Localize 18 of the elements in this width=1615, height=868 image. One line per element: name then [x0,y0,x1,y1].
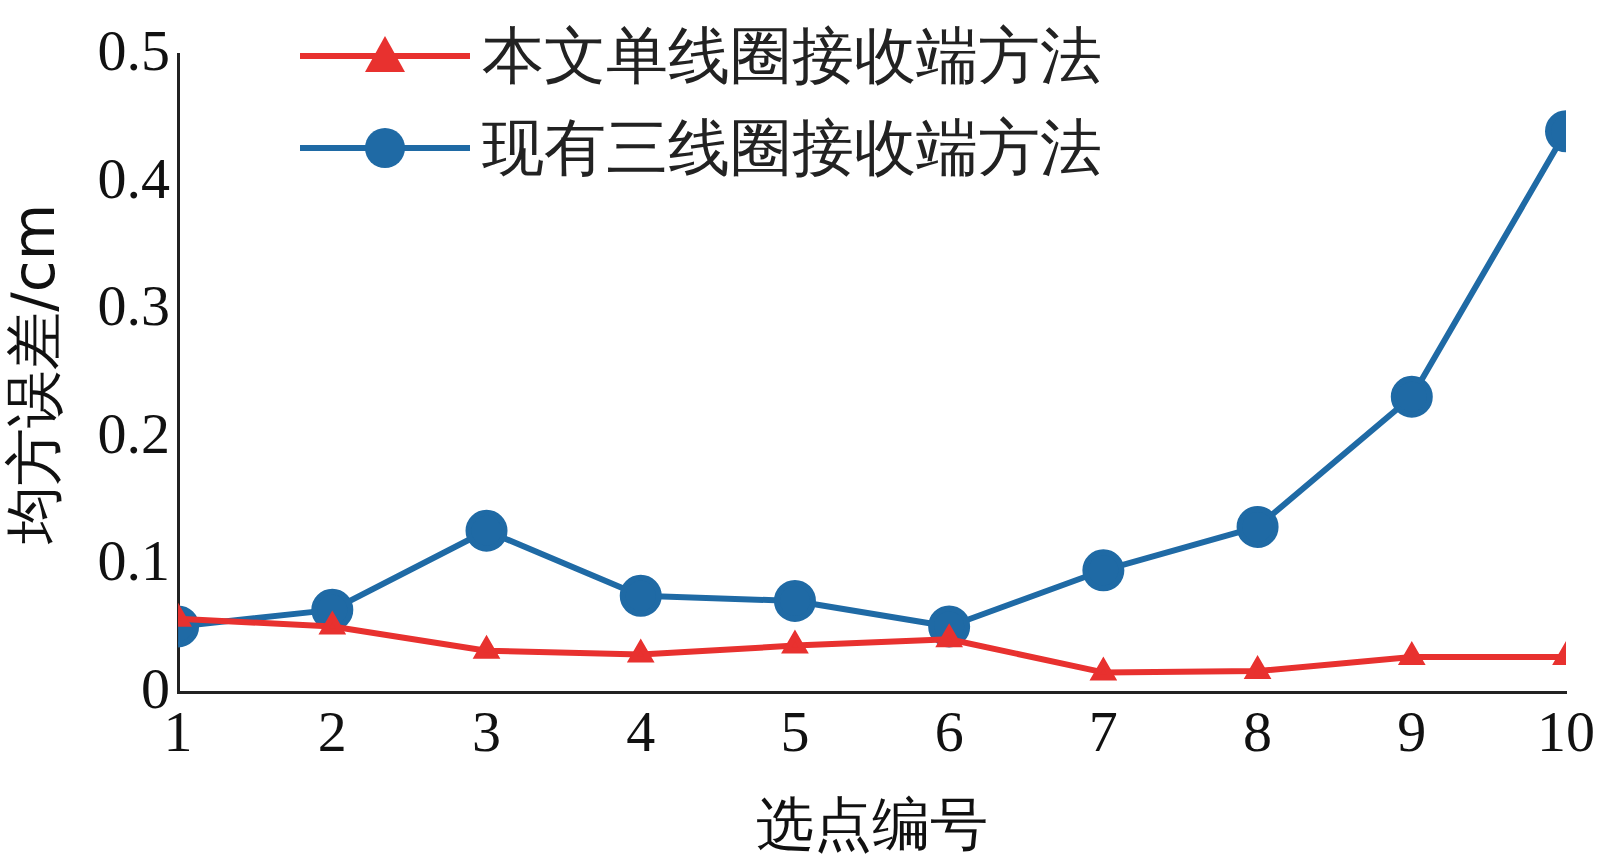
x-tick-label: 3 [472,698,502,764]
y-tick-label: 0.2 [97,400,171,466]
x-tick-label: 10 [1537,698,1595,764]
x-tick-label: 5 [780,698,810,764]
x-tick-label: 9 [1397,698,1427,764]
x-tick-label: 4 [626,698,656,764]
x-tick-label: 8 [1243,698,1273,764]
y-tick-label: 0.5 [97,18,171,84]
x-tick-label: 6 [934,698,964,764]
y-tick-label: 0.4 [97,145,171,211]
x-tick-label: 7 [1088,698,1118,764]
y-axis-title: 均方误差/cm [0,203,68,545]
legend-label: 本文单线圈接收端方法 [482,18,1102,94]
x-tick-label: 2 [317,698,347,764]
y-tick-label: 0.1 [97,528,171,594]
legend-label: 现有三线圈接收端方法 [482,110,1102,186]
y-tick-label: 0.3 [97,273,171,339]
x-axis-title: 选点编号 [756,790,989,859]
